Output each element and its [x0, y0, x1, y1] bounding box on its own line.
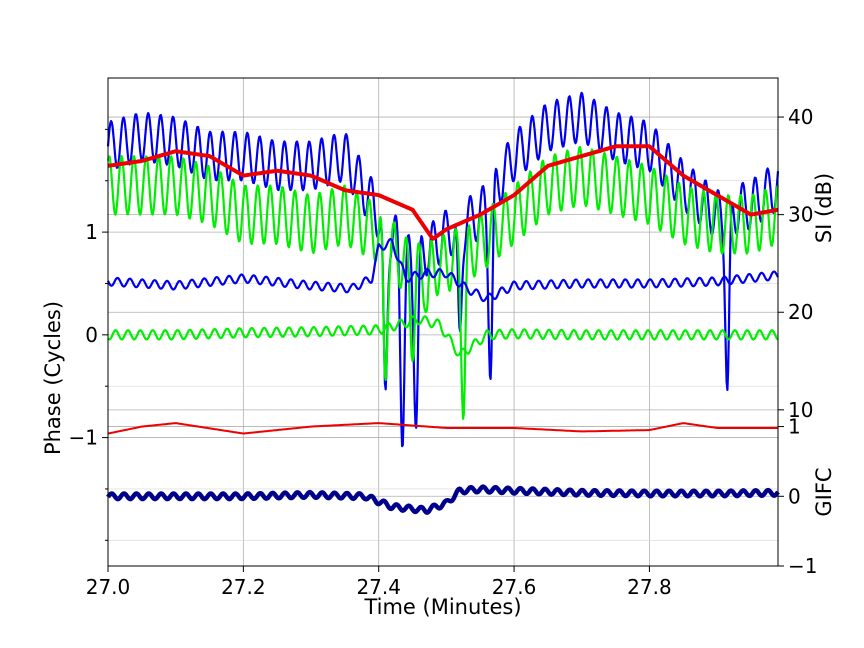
series-layer [106, 91, 780, 515]
x-tick-label: 27.2 [221, 575, 266, 599]
phase-tick-label: 0 [85, 323, 98, 347]
x-tick-label: 27.6 [492, 575, 537, 599]
x-tick-label: 27.8 [627, 575, 672, 599]
si-tick-label: 40 [788, 105, 813, 129]
gifc-tick-label: 1 [788, 415, 801, 439]
x-axis-label: Time (Minutes) [363, 595, 521, 619]
gifc-tick-label: 0 [788, 484, 801, 508]
left-axis-label: Phase (Cycles) [41, 301, 65, 455]
right-axis-label-gifc: GIFC [812, 467, 836, 516]
phase-tick-label: −1 [69, 426, 98, 450]
series-red-gifc [107, 422, 779, 435]
gifc-tick-label: −1 [788, 554, 817, 578]
plot-frame [107, 77, 779, 567]
si-tick-label: 10 [788, 398, 813, 422]
phase-tick-label: 1 [85, 220, 98, 244]
x-tick-label: 27.0 [86, 575, 131, 599]
right-axis-label-si: SI (dB) [812, 173, 836, 243]
series-red-si [106, 144, 780, 241]
series-navy-gifc [106, 484, 780, 515]
si-tick-label: 30 [788, 203, 813, 227]
series-green-phase [107, 315, 779, 357]
x-tick-label: 27.4 [356, 575, 401, 599]
series-blue-phase [106, 238, 779, 303]
series-green-si [106, 145, 780, 420]
si-tick-label: 20 [788, 300, 813, 324]
